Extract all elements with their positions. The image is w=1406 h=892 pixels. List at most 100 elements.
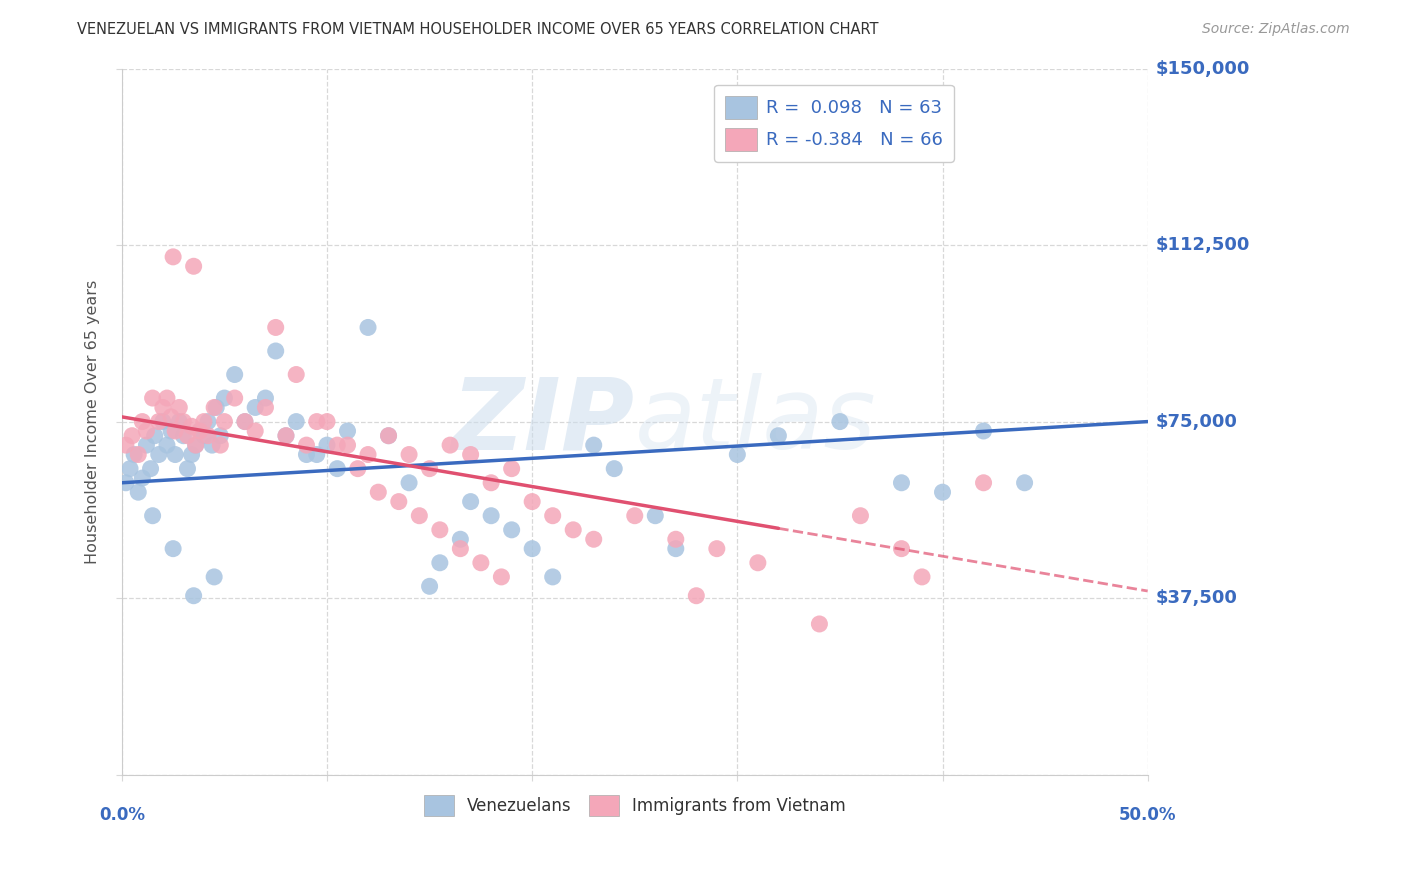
- Point: [419, 579, 441, 593]
- Point: [197, 415, 219, 429]
- Point: [285, 368, 308, 382]
- Point: [522, 494, 544, 508]
- Text: VENEZUELAN VS IMMIGRANTS FROM VIETNAM HOUSEHOLDER INCOME OVER 65 YEARS CORRELATI: VENEZUELAN VS IMMIGRANTS FROM VIETNAM HO…: [77, 22, 879, 37]
- Point: [429, 556, 451, 570]
- Point: [316, 415, 339, 429]
- Point: [131, 415, 153, 429]
- Text: $112,500: $112,500: [1156, 236, 1250, 254]
- Point: [264, 343, 287, 358]
- Point: [165, 424, 187, 438]
- Point: [582, 438, 605, 452]
- Point: [346, 461, 368, 475]
- Text: ZIP: ZIP: [451, 373, 634, 470]
- Point: [205, 401, 228, 415]
- Point: [209, 438, 232, 452]
- Point: [890, 541, 912, 556]
- Text: $75,000: $75,000: [1156, 413, 1237, 431]
- Point: [264, 320, 287, 334]
- Point: [131, 471, 153, 485]
- Point: [439, 438, 461, 452]
- Point: [541, 570, 564, 584]
- Point: [176, 461, 198, 475]
- Point: [224, 391, 246, 405]
- Point: [398, 448, 420, 462]
- Point: [541, 508, 564, 523]
- Point: [316, 438, 339, 452]
- Point: [501, 523, 523, 537]
- Y-axis label: Householder Income Over 65 years: Householder Income Over 65 years: [86, 279, 100, 564]
- Point: [169, 401, 191, 415]
- Point: [193, 415, 215, 429]
- Point: [398, 475, 420, 490]
- Point: [419, 461, 441, 475]
- Point: [152, 401, 174, 415]
- Point: [193, 428, 215, 442]
- Point: [127, 448, 149, 462]
- Point: [172, 415, 194, 429]
- Point: [644, 508, 666, 523]
- Point: [254, 391, 277, 405]
- Point: [388, 494, 411, 508]
- Point: [479, 475, 502, 490]
- Point: [357, 448, 380, 462]
- Point: [326, 438, 349, 452]
- Point: [562, 523, 585, 537]
- Point: [747, 556, 769, 570]
- Point: [115, 475, 138, 490]
- Text: 0.0%: 0.0%: [98, 806, 145, 824]
- Point: [357, 320, 380, 334]
- Point: [135, 438, 157, 452]
- Point: [890, 475, 912, 490]
- Point: [377, 428, 399, 442]
- Point: [148, 415, 170, 429]
- Point: [295, 438, 318, 452]
- Text: $150,000: $150,000: [1156, 60, 1250, 78]
- Point: [202, 570, 225, 584]
- Point: [169, 415, 191, 429]
- Point: [768, 428, 790, 442]
- Point: [188, 424, 211, 438]
- Point: [214, 391, 236, 405]
- Point: [460, 494, 482, 508]
- Point: [184, 438, 207, 452]
- Point: [201, 438, 224, 452]
- Point: [254, 401, 277, 415]
- Point: [973, 475, 995, 490]
- Point: [162, 541, 184, 556]
- Point: [274, 428, 297, 442]
- Point: [367, 485, 389, 500]
- Point: [245, 401, 267, 415]
- Point: [849, 508, 872, 523]
- Point: [139, 461, 162, 475]
- Point: [214, 415, 236, 429]
- Point: [582, 533, 605, 547]
- Point: [336, 424, 359, 438]
- Point: [197, 428, 219, 442]
- Point: [449, 541, 471, 556]
- Point: [156, 438, 179, 452]
- Point: [603, 461, 626, 475]
- Point: [245, 424, 267, 438]
- Point: [142, 508, 165, 523]
- Point: [156, 391, 179, 405]
- Point: [127, 485, 149, 500]
- Point: [470, 556, 492, 570]
- Point: [233, 415, 256, 429]
- Point: [160, 424, 183, 438]
- Point: [911, 570, 934, 584]
- Point: [152, 415, 174, 429]
- Point: [160, 409, 183, 424]
- Point: [143, 428, 166, 442]
- Text: $37,500: $37,500: [1156, 589, 1237, 607]
- Point: [184, 438, 207, 452]
- Point: [429, 523, 451, 537]
- Point: [118, 461, 141, 475]
- Point: [176, 428, 198, 442]
- Point: [274, 428, 297, 442]
- Point: [336, 438, 359, 452]
- Point: [209, 428, 232, 442]
- Point: [285, 415, 308, 429]
- Point: [295, 448, 318, 462]
- Point: [501, 461, 523, 475]
- Point: [224, 368, 246, 382]
